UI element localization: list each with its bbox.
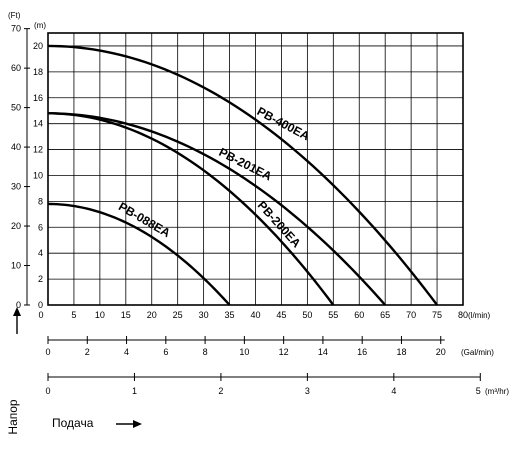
galmin-tick-label: 8 (203, 347, 208, 357)
lmin-tick-label: 60 (354, 310, 364, 320)
m-tick-label: 14 (33, 119, 43, 129)
y-unit-m: (m) (34, 21, 46, 30)
lmin-tick-label: 50 (302, 310, 312, 320)
m3hr-tick-label: 1 (132, 386, 137, 396)
lmin-tick-label: 80 (458, 310, 468, 320)
label-pb-200ea: PB-200EA (255, 198, 304, 250)
ft-tick-label: 30 (11, 182, 21, 192)
galmin-tick-label: 10 (239, 347, 249, 357)
ft-tick-label: 20 (11, 221, 21, 231)
lmin-tick-label: 5 (71, 310, 76, 320)
m-tick-label: 6 (38, 222, 43, 232)
lmin-tick-label: 45 (276, 310, 286, 320)
secondary-x-axes (47, 336, 481, 381)
lmin-tick-label: 30 (199, 310, 209, 320)
galmin-tick-label: 6 (163, 347, 168, 357)
lmin-tick-label: 10 (95, 310, 105, 320)
lmin-tick-label: 70 (406, 310, 416, 320)
curve-pb-201ea (47, 112, 387, 306)
x-unit-galmin: (Gal/min) (461, 348, 494, 357)
arrow-right-icon (116, 420, 142, 428)
galmin-tick-label: 14 (318, 347, 328, 357)
ft-tick-label: 50 (11, 103, 21, 113)
m-tick-label: 20 (33, 41, 43, 51)
lmin-tick-label: 20 (147, 310, 157, 320)
m-tick-label: 8 (38, 196, 43, 206)
x-unit-m3hr: (m³/hr) (485, 387, 509, 396)
ft-tick-label: 10 (11, 261, 21, 271)
y-unit-ft: (Ft) (8, 11, 21, 20)
lmin-tick-label: 0 (38, 310, 43, 320)
ft-tick-label: 60 (11, 63, 21, 73)
lmin-tick-label: 75 (432, 310, 442, 320)
x-axis-label: Подача (52, 416, 94, 430)
galmin-tick-label: 0 (45, 347, 50, 357)
lmin-tick-label: 25 (173, 310, 183, 320)
plot-frame (24, 28, 464, 306)
lmin-tick-label: 35 (225, 310, 235, 320)
lmin-tick-label: 65 (380, 310, 390, 320)
label-pb-088ea: PB-088EA (116, 199, 173, 240)
m3hr-tick-label: 4 (391, 386, 396, 396)
m-tick-label: 12 (33, 145, 43, 155)
ft-tick-label: 40 (11, 142, 21, 152)
m-tick-label: 18 (33, 67, 43, 77)
curve-pb-200ea (47, 112, 335, 306)
m3hr-tick-label: 0 (45, 386, 50, 396)
grid (48, 33, 463, 305)
galmin-tick-label: 2 (85, 347, 90, 357)
m-tick-label: 16 (33, 93, 43, 103)
galmin-tick-label: 20 (436, 347, 446, 357)
m3hr-tick-label: 2 (218, 386, 223, 396)
curve-pb-400ea (47, 44, 439, 306)
m-tick-label: 4 (38, 248, 43, 258)
m-tick-label: 10 (33, 170, 43, 180)
galmin-tick-label: 18 (396, 347, 406, 357)
plot-border (47, 32, 464, 306)
arrow-up-icon (13, 307, 21, 334)
curve-pb-088ea (47, 202, 231, 306)
y-axis-label: Напор (6, 399, 20, 435)
x-unit-lmin: (l/min) (468, 311, 491, 320)
m-tick-label: 0 (38, 300, 43, 310)
m3hr-tick-label: 5 (476, 386, 481, 396)
galmin-tick-label: 4 (124, 347, 129, 357)
series-curves (47, 44, 439, 306)
lmin-tick-label: 40 (250, 310, 260, 320)
lmin-tick-label: 55 (328, 310, 338, 320)
ft-tick-label: 70 (11, 24, 21, 34)
galmin-tick-label: 16 (357, 347, 367, 357)
m3hr-tick-label: 3 (305, 386, 310, 396)
lmin-tick-label: 15 (121, 310, 131, 320)
galmin-tick-label: 12 (279, 347, 289, 357)
ft-tick-label: 0 (16, 300, 21, 310)
m-tick-label: 2 (38, 274, 43, 284)
